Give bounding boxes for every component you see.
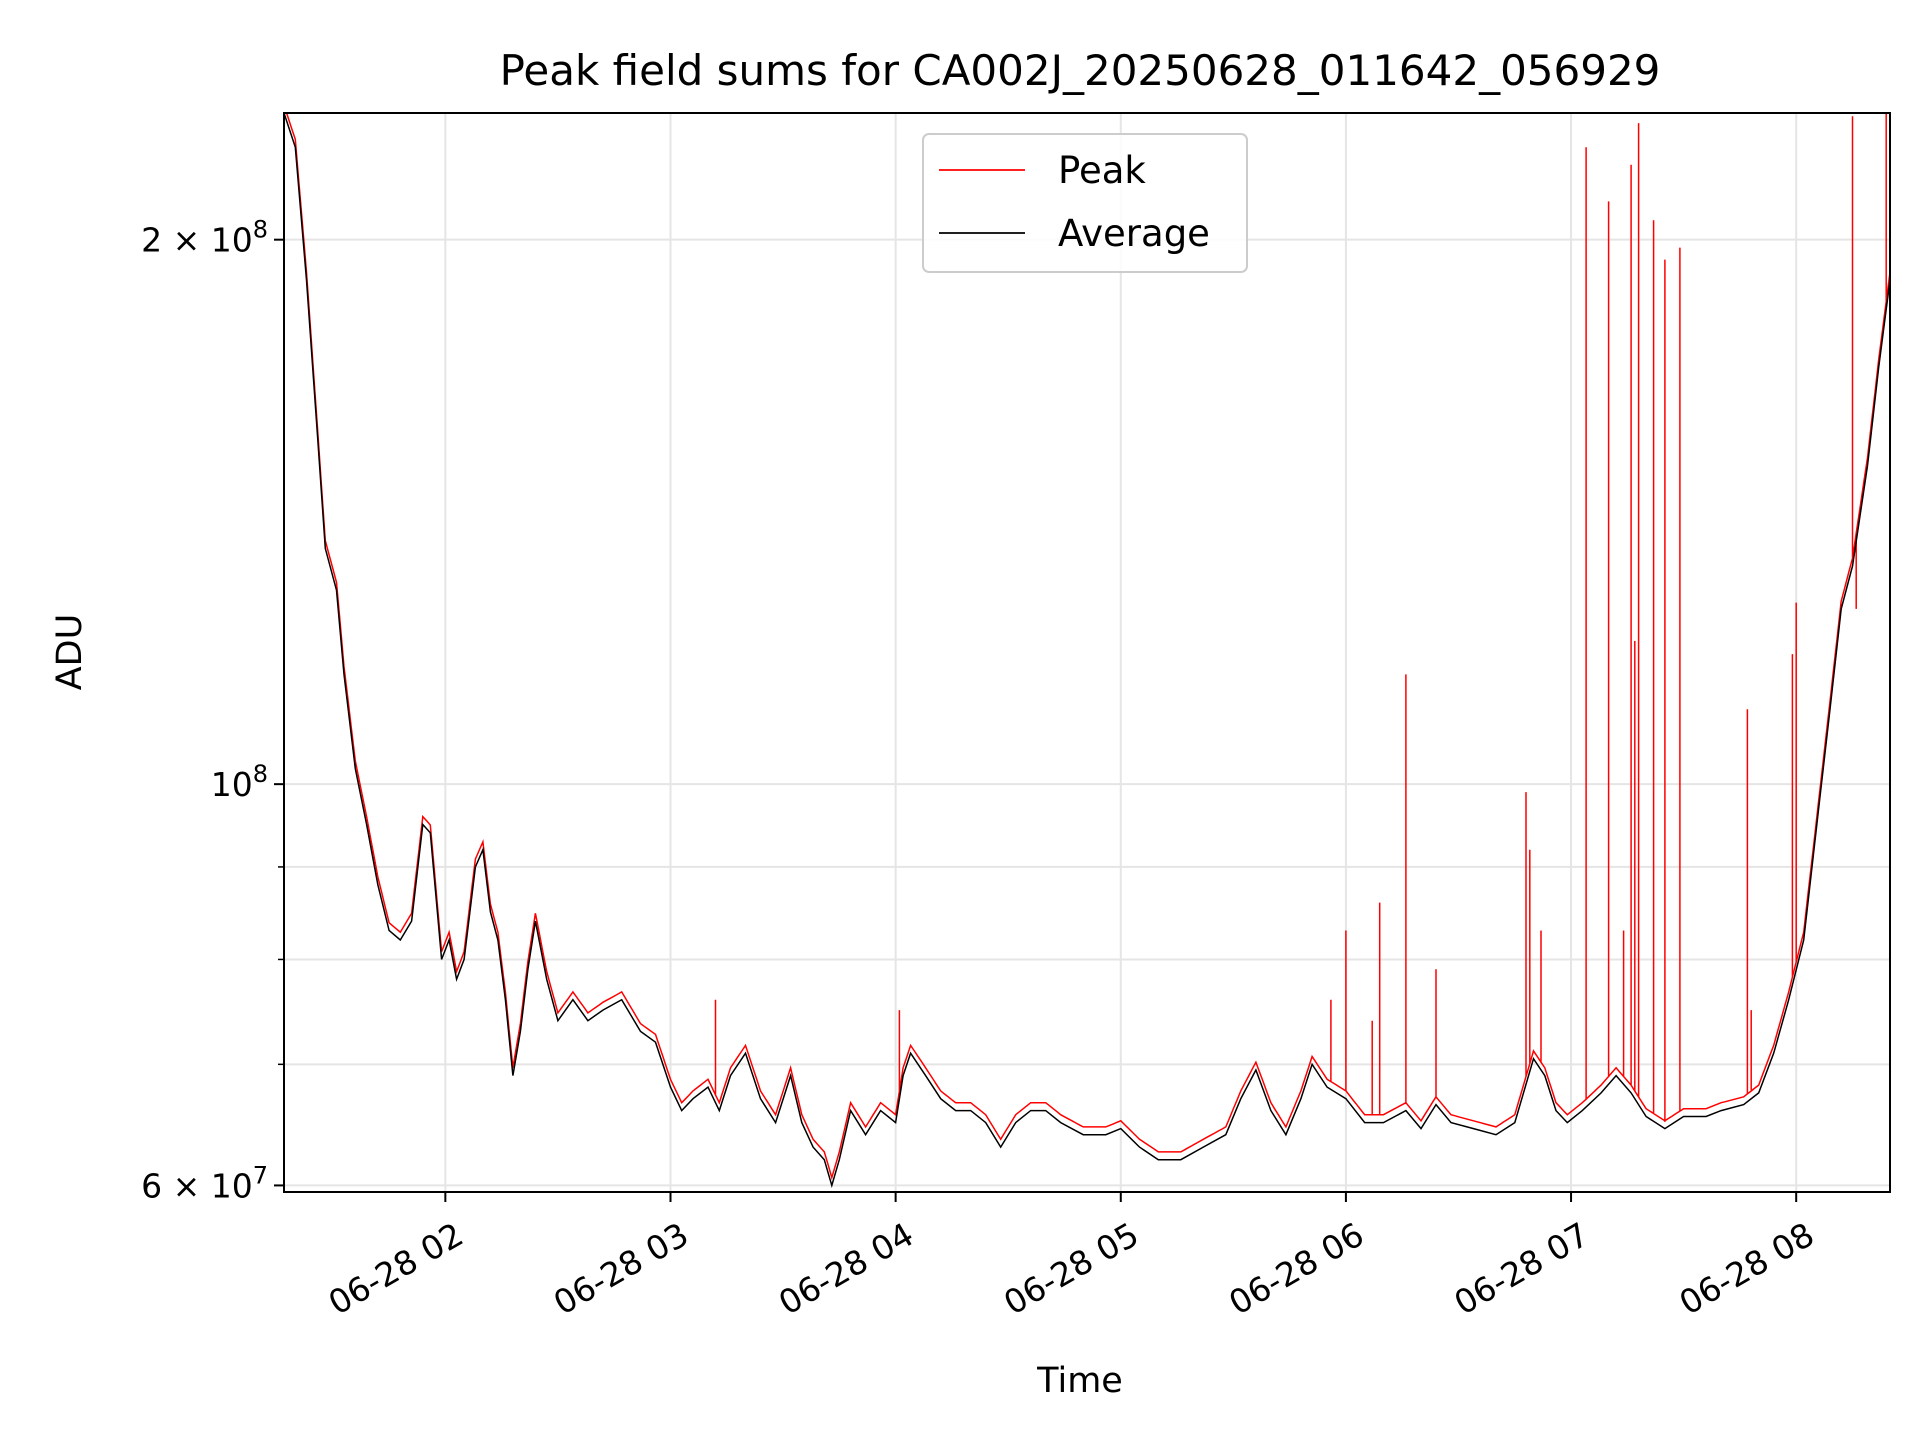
plot-series xyxy=(284,113,1890,1189)
y-tick-label: 108 xyxy=(211,760,268,804)
series-line-average xyxy=(284,113,1890,1189)
y-tick-base: 2 × 10 xyxy=(141,221,253,260)
chart-title: Peak field sums for CA002J_20250628_0116… xyxy=(500,46,1661,95)
y-axis-label: ADU xyxy=(50,614,90,691)
legend-label-average: Average xyxy=(1058,212,1210,255)
y-tick-label: 6 × 107 xyxy=(141,1161,268,1205)
plot-frame xyxy=(283,112,1891,1193)
series-line-peak xyxy=(285,113,1890,1181)
legend-box xyxy=(922,133,1248,273)
legend: Peak Average xyxy=(922,133,1248,273)
y-tick-exponent: 7 xyxy=(253,1161,268,1189)
y-tick-exponent: 8 xyxy=(253,760,268,788)
y-tick-exponent: 8 xyxy=(253,216,268,244)
y-tick-base: 6 × 10 xyxy=(141,1166,253,1205)
y-tick-base: 10 xyxy=(211,765,253,804)
legend-label-peak: Peak xyxy=(1058,149,1146,192)
y-tick-label: 2 × 108 xyxy=(141,216,268,260)
x-axis-label: Time xyxy=(1036,1361,1123,1401)
